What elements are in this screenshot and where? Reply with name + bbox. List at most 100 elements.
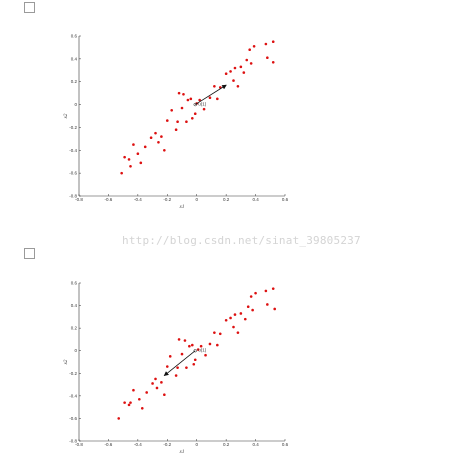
x-tick-label: 0.4 xyxy=(252,197,259,202)
data-point xyxy=(239,65,243,69)
data-point xyxy=(249,62,253,65)
data-point xyxy=(132,143,135,146)
data-point xyxy=(193,358,197,362)
y-tick-label: 0 xyxy=(74,102,77,107)
data-point xyxy=(213,84,216,88)
vector-origin-label: u(1) xyxy=(198,102,207,107)
x-axis-label: x1 xyxy=(179,450,185,455)
data-point xyxy=(218,332,222,336)
data-point xyxy=(229,316,232,320)
data-point xyxy=(140,406,144,410)
data-point xyxy=(165,119,169,122)
data-point xyxy=(157,140,160,144)
data-point xyxy=(246,305,250,308)
y-tick-label: 0.6 xyxy=(71,34,78,39)
x-tick-label: 0.2 xyxy=(223,442,230,447)
data-point xyxy=(264,289,268,293)
data-point xyxy=(149,136,153,140)
data-point xyxy=(183,339,187,342)
data-point xyxy=(177,338,181,341)
data-point xyxy=(208,96,212,100)
data-point xyxy=(229,70,232,73)
data-point xyxy=(160,135,163,138)
data-point xyxy=(236,84,240,88)
data-point xyxy=(199,344,203,348)
data-point xyxy=(249,295,253,298)
data-point xyxy=(174,128,178,132)
data-point xyxy=(176,120,179,124)
y-tick-label: -0.6 xyxy=(69,171,77,176)
data-point xyxy=(165,365,169,368)
data-point xyxy=(155,386,159,390)
data-point xyxy=(123,401,126,404)
x-tick-label: 0.6 xyxy=(282,442,289,447)
option-checkbox-2[interactable] xyxy=(24,248,35,259)
x-tick-label: -0.8 xyxy=(75,442,83,447)
data-point xyxy=(182,92,185,96)
data-point xyxy=(204,353,207,357)
y-tick-label: 0.2 xyxy=(71,326,78,331)
x-tick-label: -0.8 xyxy=(75,197,83,202)
data-point xyxy=(170,108,173,112)
data-point xyxy=(123,155,126,159)
scatter-plot-2: -0.8 -0.6 -0.4 -0.2 0 0.2 0.4 0.6 -0.8 -0.6 -0.4 -0… xyxy=(64,281,289,456)
data-point xyxy=(160,381,163,384)
y-tick-label: 0.4 xyxy=(71,56,78,61)
data-point xyxy=(185,366,188,369)
data-point xyxy=(245,58,249,62)
data-point xyxy=(176,366,179,369)
data-point xyxy=(143,145,147,149)
data-point xyxy=(129,401,132,404)
data-point xyxy=(193,112,197,116)
y-tick-label: -0.4 xyxy=(69,393,77,398)
data-point xyxy=(168,355,172,358)
vector-origin-marker xyxy=(193,349,197,353)
y-tick-label: -0.6 xyxy=(69,416,77,421)
option-checkbox-1[interactable] xyxy=(24,2,35,13)
x-tick-label: -0.2 xyxy=(163,442,171,447)
x-axis-label: x1 xyxy=(179,205,185,210)
data-point xyxy=(188,344,191,348)
x-tick-label: 0.4 xyxy=(252,442,259,447)
data-point xyxy=(216,343,219,347)
y-tick-label: 0.4 xyxy=(71,303,78,308)
data-point xyxy=(266,56,269,60)
principal-vector-arrow xyxy=(163,350,196,377)
data-point xyxy=(138,397,141,401)
data-point xyxy=(233,66,237,70)
y-tick-label: -0.8 xyxy=(69,194,77,199)
x-tick-label: -0.6 xyxy=(105,442,113,447)
data-point xyxy=(224,318,228,322)
data-point xyxy=(189,97,193,101)
data-point xyxy=(154,377,157,381)
data-point xyxy=(191,343,194,347)
data-point xyxy=(224,72,228,76)
data-point xyxy=(236,331,240,334)
data-point xyxy=(232,325,235,329)
data-point xyxy=(136,152,140,156)
data-point xyxy=(174,374,178,377)
data-point xyxy=(254,291,257,295)
data-point xyxy=(264,42,268,46)
data-point xyxy=(251,308,254,312)
data-point xyxy=(242,71,246,74)
data-point xyxy=(202,107,206,111)
data-point xyxy=(127,403,131,407)
x-tick-label: -0.6 xyxy=(105,197,113,202)
data-point xyxy=(213,331,216,334)
x-tick-label: 0 xyxy=(195,197,198,202)
data-point xyxy=(273,307,277,311)
data-point xyxy=(177,91,181,95)
x-tick-label: 0.2 xyxy=(223,197,230,202)
y-tick-label: -0.4 xyxy=(69,148,77,153)
data-point xyxy=(127,158,131,161)
data-point xyxy=(192,362,196,366)
x-tick-label: -0.2 xyxy=(163,197,171,202)
data-point xyxy=(185,120,188,124)
data-point xyxy=(266,303,269,306)
x-tick-label: -0.4 xyxy=(134,442,142,447)
vector-origin-marker xyxy=(193,102,197,107)
y-tick-label: 0.6 xyxy=(71,281,78,286)
data-point xyxy=(271,60,275,64)
data-point xyxy=(180,352,184,356)
